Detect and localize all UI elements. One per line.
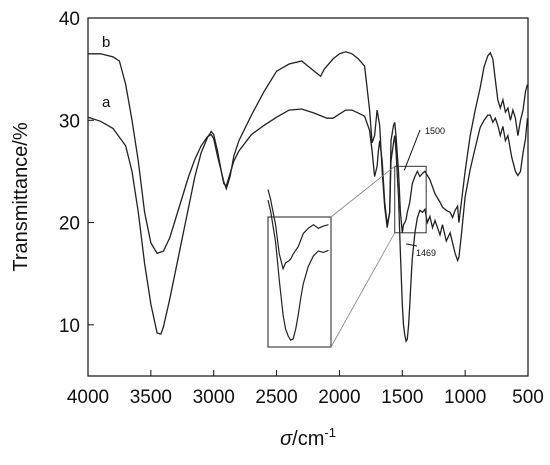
x-tick-label: 2000 <box>318 387 360 408</box>
y-tick-label: 10 <box>59 316 80 337</box>
x-tick-label: 3500 <box>130 387 172 408</box>
y-tick-label: 20 <box>59 214 80 235</box>
x-tick-label: 500 <box>512 387 544 408</box>
inset-magnified-view <box>267 189 332 348</box>
y-axis: 10 20 30 40 <box>59 9 94 337</box>
x-tick-label: 3000 <box>193 387 235 408</box>
series-label-b: b <box>102 34 110 51</box>
series-label-a: a <box>102 94 111 111</box>
zoom-region-box <box>394 165 427 234</box>
annotation-1469: 1469 <box>416 248 436 258</box>
inset-connector <box>330 232 396 348</box>
x-axis-exponent: -1 <box>324 425 336 440</box>
inset-curve <box>267 199 329 342</box>
x-tick-label: 4000 <box>67 387 109 408</box>
inset-frame <box>267 216 332 348</box>
annotation-1500: 1500 <box>425 126 445 136</box>
plot-frame <box>87 17 529 377</box>
x-tick-label: 1500 <box>381 387 423 408</box>
x-tick-label: 2500 <box>255 387 297 408</box>
annotation-arrow-1469 <box>406 243 418 247</box>
y-tick-label: 40 <box>59 9 80 30</box>
y-tick-label: 30 <box>59 111 80 132</box>
y-axis-title: Transmittance/% <box>10 122 32 272</box>
inset-connector <box>330 166 395 218</box>
x-axis-title: σ/cm-1 <box>280 425 336 450</box>
x-axis-symbol: σ <box>280 428 293 450</box>
annotation-arrow-1500 <box>403 129 421 171</box>
x-axis: 4000 3500 3000 2500 2000 1500 1000 500 <box>67 370 544 408</box>
x-tick-label: 1000 <box>444 387 486 408</box>
inset-curve <box>267 189 329 271</box>
x-axis-unit: /cm <box>292 428 324 450</box>
series-line-b <box>88 51 529 255</box>
